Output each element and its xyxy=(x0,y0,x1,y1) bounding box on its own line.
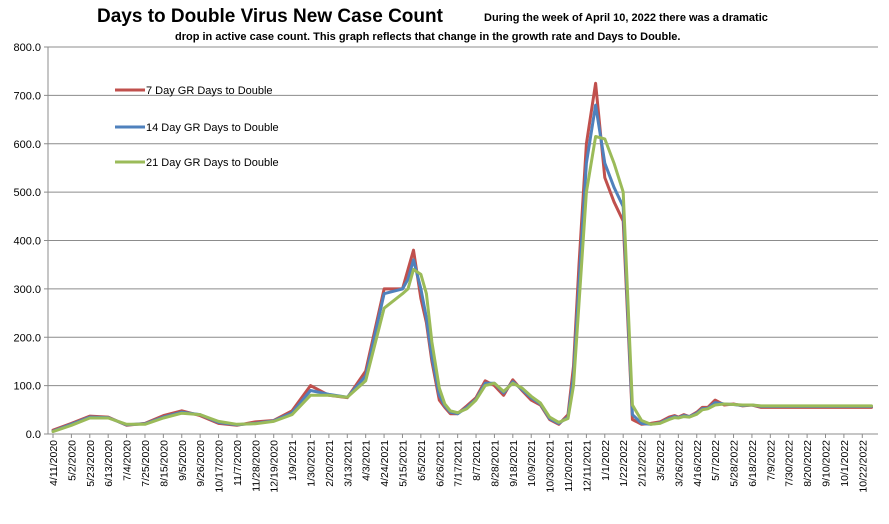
x-tick-label: 3/5/2022 xyxy=(655,440,667,481)
y-tick-label: 400.0 xyxy=(13,236,41,248)
x-tick-label: 7/17/2021 xyxy=(453,440,465,487)
x-tick-label: 4/24/2021 xyxy=(379,440,391,487)
x-tick-label: 10/17/2020 xyxy=(214,440,226,493)
x-tick-label: 7/30/2022 xyxy=(784,440,796,487)
x-tick-label: 7/9/2022 xyxy=(765,440,777,481)
x-tick-label: 6/5/2021 xyxy=(416,440,428,481)
x-tick-label: 5/23/2020 xyxy=(85,440,97,487)
x-tick-label: 11/28/2020 xyxy=(250,440,262,492)
y-tick-label: 600.0 xyxy=(13,139,41,151)
x-tick-label: 12/11/2021 xyxy=(581,440,593,492)
series-line-1 xyxy=(51,81,873,432)
legend-label-3: 21 Day GR Days to Double xyxy=(146,157,279,169)
x-tick-label: 1/30/2021 xyxy=(306,440,318,487)
y-tick-label: 700.0 xyxy=(13,90,41,102)
chart-subtitle-line-2: drop in active case count. This graph re… xyxy=(175,31,680,43)
y-tick-labels: 0.0 100.0 200.0 300.0 400.0 500.0 600.0 700.0 80… xyxy=(13,42,41,441)
x-tick-label: 2/12/2022 xyxy=(637,440,649,487)
x-tick-label: 9/5/2020 xyxy=(177,440,189,481)
x-tick-label: 4/11/2020 xyxy=(48,440,60,486)
x-tick-label: 8/7/2021 xyxy=(471,440,483,481)
x-tick-label: 5/28/2022 xyxy=(729,440,741,487)
legend-label-2: 14 Day GR Days to Double xyxy=(146,122,279,134)
x-tick-label: 8/20/2022 xyxy=(802,440,814,487)
x-tick-label: 11/7/2020 xyxy=(232,440,244,486)
x-tick-label: 2/20/2021 xyxy=(324,440,336,487)
x-tick-label: 5/7/2022 xyxy=(710,440,722,481)
y-tick-label: 100.0 xyxy=(13,381,41,393)
x-tick-label: 5/15/2021 xyxy=(397,440,409,487)
x-tick-label: 7/4/2020 xyxy=(122,440,134,481)
y-tick-label: 800.0 xyxy=(13,42,41,54)
x-tick-label: 3/26/2022 xyxy=(673,440,685,487)
legend: 7 Day GR Days to Double 14 Day GR Days to… xyxy=(115,85,279,169)
x-tick-label: 8/28/2021 xyxy=(489,440,501,487)
x-tick-label: 10/30/2021 xyxy=(545,440,557,493)
x-tick-label: 8/15/2020 xyxy=(158,440,170,487)
x-tick-labels: 4/11/2020 5/2/2020 5/23/2020 6/13/2020 7/4/2… xyxy=(48,440,869,493)
x-tick-label: 7/25/2020 xyxy=(140,440,152,487)
y-tick-label: 200.0 xyxy=(13,332,41,344)
x-tick-label: 11/20/2021 xyxy=(563,440,575,492)
x-tick-label: 1/9/2021 xyxy=(287,440,299,481)
x-tick-label: 9/26/2020 xyxy=(195,440,207,487)
x-tick-label: 3/13/2021 xyxy=(342,440,354,487)
x-tick-label: 10/1/2022 xyxy=(839,440,851,487)
x-tick-label: 5/2/2020 xyxy=(66,440,78,481)
series-line-2 xyxy=(51,103,873,433)
series-line-3 xyxy=(51,135,873,434)
x-tick-label: 1/1/2022 xyxy=(600,440,612,481)
legend-label-1: 7 Day GR Days to Double xyxy=(146,85,273,97)
y-tick-label: 300.0 xyxy=(13,284,41,296)
y-tick-label: 0.0 xyxy=(26,429,41,441)
x-tick-label: 12/19/2020 xyxy=(269,440,281,493)
y-tick-label: 500.0 xyxy=(13,187,41,199)
chart-title: Days to Double Virus New Case Count xyxy=(97,6,444,27)
series-lines xyxy=(51,81,873,434)
x-tick-label: 10/22/2022 xyxy=(857,440,869,493)
chart-subtitle-line-1: During the week of April 10, 2022 there … xyxy=(484,12,768,24)
x-tick-label: 9/10/2022 xyxy=(821,440,833,487)
x-tick-label: 10/9/2021 xyxy=(526,440,538,487)
x-tick-label: 4/16/2022 xyxy=(692,440,704,487)
x-tick-label: 6/26/2021 xyxy=(434,440,446,487)
x-tick-label: 1/22/2022 xyxy=(618,440,630,487)
x-tick-label: 6/18/2022 xyxy=(747,440,759,487)
x-tick-label: 6/13/2020 xyxy=(103,440,115,487)
y-gridlines xyxy=(44,46,878,438)
x-tick-label: 4/3/2021 xyxy=(361,440,373,481)
x-tick-label: 9/18/2021 xyxy=(508,440,520,487)
